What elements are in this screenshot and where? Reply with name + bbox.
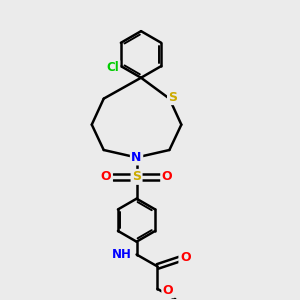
Text: S: S — [132, 170, 141, 183]
Text: O: O — [162, 170, 172, 183]
Text: S: S — [169, 91, 178, 103]
Text: NH: NH — [112, 248, 132, 261]
Text: O: O — [101, 170, 111, 183]
Text: Cl: Cl — [106, 61, 119, 74]
Text: O: O — [163, 284, 173, 297]
Text: N: N — [131, 151, 142, 164]
Text: O: O — [180, 251, 190, 264]
